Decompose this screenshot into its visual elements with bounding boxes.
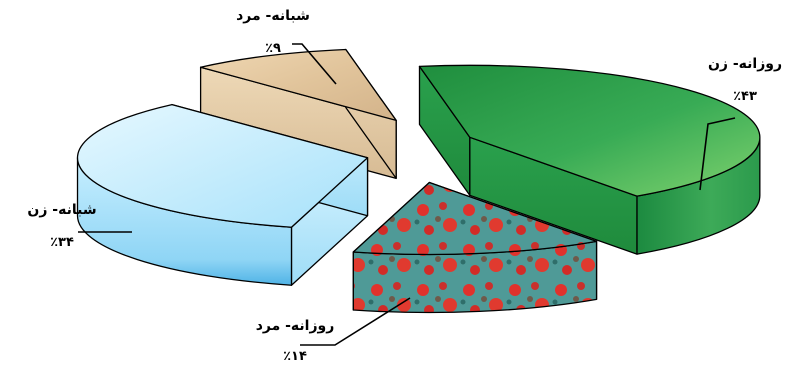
leader-line <box>300 297 411 346</box>
slice-label: روزانه- زن <box>708 56 782 72</box>
pie-slice-2 <box>352 181 598 314</box>
pie-slice-top <box>199 48 397 122</box>
slice-value-label: ٪۹ <box>265 41 281 56</box>
pie-slice-4 <box>199 48 397 180</box>
pie-slice-3 <box>76 103 369 286</box>
slice-value-label: ٪۳۴ <box>50 235 74 250</box>
leader-line <box>292 43 337 85</box>
slice-label: شبانه- مرد <box>236 8 310 24</box>
pie-slice-top <box>352 181 598 256</box>
slice-value-label: ٪۱۴ <box>283 349 307 364</box>
slice-label: شبانه- زن <box>27 202 96 218</box>
pie-slice-top <box>76 103 369 228</box>
slice-label: روزانه- مرد <box>256 318 335 334</box>
leader-line <box>699 117 736 191</box>
pie-slice-top <box>418 64 761 197</box>
slice-value-label: ٪۴۳ <box>733 89 757 104</box>
pie-slice-1 <box>418 64 761 255</box>
